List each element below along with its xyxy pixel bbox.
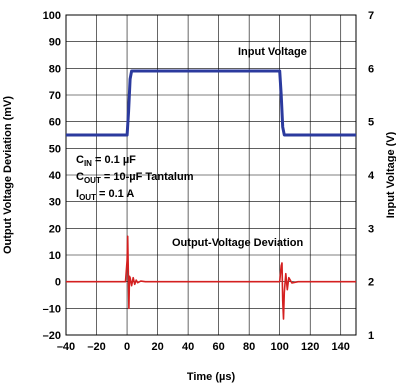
cin-value: = 0.1 µF [92, 154, 136, 166]
x-tick-label: –40 [57, 341, 75, 353]
y-left-tick-label: 50 [49, 143, 61, 155]
y-left-tick-label: 10 [49, 250, 61, 262]
input-voltage-label: Input Voltage [238, 46, 307, 58]
y-right-tick-label: 6 [368, 63, 374, 75]
x-tick-label: 80 [243, 341, 255, 353]
x-tick-label: 40 [182, 341, 194, 353]
cin-condition: CIN = 0.1 µF [76, 154, 136, 168]
plot-frame [65, 14, 357, 336]
iout-symbol: I [76, 188, 79, 200]
y-left-tick-label: 90 [49, 37, 61, 49]
y-left-tick-label: –20 [43, 330, 61, 342]
input-voltage-line [66, 69, 356, 137]
cout-subscript: OUT [84, 176, 101, 185]
y-right-tick-label: 4 [368, 170, 375, 182]
y-right-tick-label: 7 [368, 10, 374, 22]
x-tick-label: 20 [151, 341, 163, 353]
series-layer [66, 69, 356, 320]
iout-condition: IOUT = 0.1 A [76, 188, 134, 202]
output-deviation-label: Output-Voltage Deviation [172, 237, 303, 249]
y-left-axis-ticks: –20 –10 0 10 20 30 40 50 60 70 80 90 100 [43, 10, 61, 342]
y-left-tick-label: 30 [49, 197, 61, 209]
cin-symbol: C [76, 154, 84, 166]
y-left-tick-label: 100 [43, 10, 61, 22]
cin-subscript: IN [84, 159, 92, 168]
y-right-tick-label: 2 [368, 277, 374, 289]
y-left-tick-label: 40 [49, 170, 61, 182]
x-tick-label: 60 [213, 341, 225, 353]
y-left-tick-label: 20 [49, 223, 61, 235]
x-tick-label: 120 [301, 341, 319, 353]
y-right-tick-label: 3 [368, 223, 374, 235]
iout-subscript: OUT [79, 193, 96, 202]
y-left-tick-label: 80 [49, 63, 61, 75]
x-tick-label: 100 [271, 341, 289, 353]
y-left-tick-label: 70 [49, 90, 61, 102]
x-axis-ticks: –40 –20 0 20 40 60 80 100 120 140 [57, 341, 350, 353]
y-left-tick-label: 0 [55, 277, 61, 289]
y-left-axis-label: Output Voltage Deviation (mV) [2, 96, 14, 254]
x-tick-label: 0 [124, 341, 130, 353]
y-left-tick-label: –10 [43, 303, 61, 315]
cout-condition: COUT = 10-µF Tantalum [76, 171, 194, 185]
y-left-tick-label: 60 [49, 117, 61, 129]
output-deviation-line [66, 235, 356, 320]
cout-symbol: C [76, 171, 84, 183]
x-axis-label: Time (µs) [187, 371, 236, 383]
y-right-axis-label: Input Voltage (V) [385, 131, 396, 218]
conditions-box: CIN = 0.1 µF COUT = 10-µF Tantalum IOUT … [76, 154, 194, 202]
x-tick-label: –20 [87, 341, 105, 353]
y-right-axis-ticks: 1 2 3 4 5 6 7 [368, 10, 375, 342]
cout-value: = 10-µF Tantalum [101, 171, 194, 183]
iout-value: = 0.1 A [96, 188, 134, 200]
y-right-tick-label: 5 [368, 117, 374, 129]
x-tick-label: 140 [332, 341, 350, 353]
y-right-tick-label: 1 [368, 330, 374, 342]
